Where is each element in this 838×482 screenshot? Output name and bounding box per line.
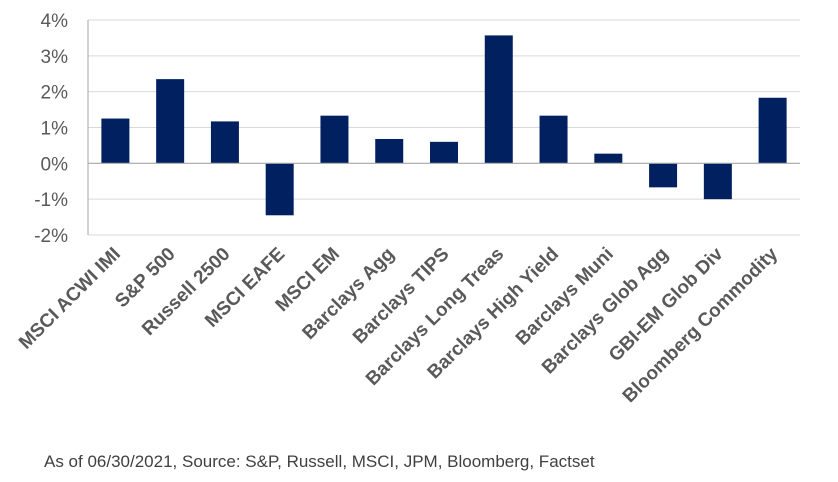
- y-tick-label: -2%: [34, 226, 68, 247]
- bar: [594, 153, 623, 164]
- bar: [703, 163, 732, 200]
- x-category-label: Barclays Muni: [512, 244, 618, 350]
- bar: [320, 115, 349, 164]
- y-tick-label: 3%: [41, 47, 69, 68]
- y-tick-label: -1%: [34, 190, 68, 211]
- bar: [265, 163, 294, 216]
- bar: [101, 118, 130, 164]
- x-category-label: Barclays TIPS: [349, 244, 453, 348]
- y-tick-label: 2%: [41, 83, 69, 104]
- bar: [649, 163, 678, 188]
- y-tick-label: 0%: [41, 154, 69, 175]
- bars: [101, 35, 787, 216]
- axes: [87, 20, 800, 235]
- bar: [156, 79, 185, 164]
- source-footnote: As of 06/30/2021, Source: S&P, Russell, …: [44, 452, 595, 471]
- bar: [484, 35, 513, 164]
- bar: [758, 97, 787, 164]
- y-axis-tick-labels: -2% -1% 0% 1% 2% 3% 4%: [34, 11, 68, 247]
- bar: [539, 115, 568, 164]
- y-tick-label: 1%: [41, 119, 69, 140]
- bar: [210, 121, 239, 164]
- bar: [430, 141, 458, 164]
- bar: [375, 138, 404, 164]
- gridlines: [88, 19, 800, 236]
- y-tick-label: 4%: [41, 11, 69, 32]
- x-category-label: MSCI ACWI IMI: [15, 244, 125, 354]
